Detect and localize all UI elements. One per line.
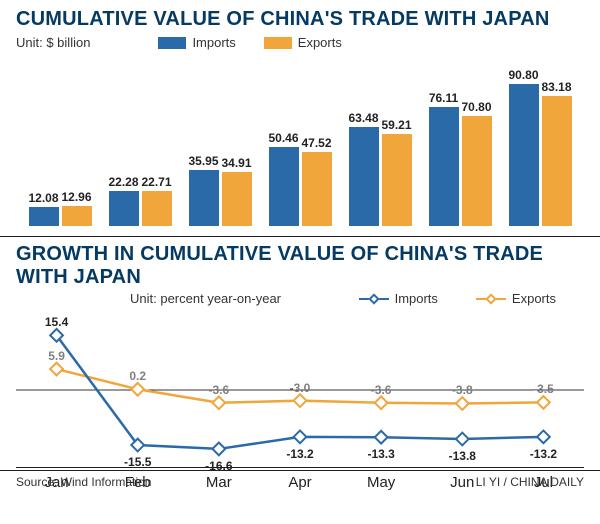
chart-footer: Source: Wind Information LI YI / CHINA D… [16,475,584,489]
footer-divider [0,470,600,471]
bar-exports: 22.71 [142,191,172,226]
bar-group: 50.4647.52 [265,147,335,226]
bar-group: 12.0812.96 [25,206,95,226]
bar-imports: 63.48 [349,127,379,226]
source-label: Source: Wind Information [16,475,151,489]
legend-exports-label: Exports [298,35,342,50]
line-value-label: 15.4 [45,315,68,329]
bar-group: 35.9534.91 [185,170,255,226]
line-value-label: -3.6 [209,383,230,397]
line-value-label: 5.9 [48,349,65,363]
line-value-label: -13.2 [286,447,313,461]
line-value-label: -13.2 [530,447,557,461]
line-value-label: -15.5 [124,455,151,469]
bar-exports: 34.91 [222,172,252,226]
bar-value-label: 63.48 [348,111,378,125]
bar-value-label: 12.08 [28,191,58,205]
bar-imports: 12.08 [29,207,59,226]
bottom-line-chart-panel: GROWTH IN CUMULATIVE VALUE OF CHINA'S TR… [0,237,600,495]
bar-exports: 59.21 [382,134,412,226]
line-value-label: -3.0 [290,381,311,395]
bar-value-label: 70.80 [461,100,491,114]
line-value-label: 0.2 [129,369,146,383]
bottom-chart-title: GROWTH IN CUMULATIVE VALUE OF CHINA'S TR… [16,243,584,289]
bar-imports: 22.28 [109,191,139,226]
bar-exports: 12.96 [62,206,92,226]
legend-imports-line: Imports [359,291,438,306]
line-plot-area: 15.4-15.5-16.6-13.2-13.3-13.8-13.25.90.2… [16,319,584,461]
bottom-legend: Imports Exports [130,291,576,306]
legend-imports-label: Imports [192,35,235,50]
bar-value-label: 90.80 [508,68,538,82]
bar-value-label: 34.91 [221,156,251,170]
bar-value-label: 83.18 [541,80,571,94]
legend-exports-line-label: Exports [512,291,556,306]
imports-line-swatch [359,294,389,304]
bar-value-label: 22.71 [141,175,171,189]
top-bar-chart-panel: CUMULATIVE VALUE OF CHINA'S TRADE WITH J… [0,0,600,236]
line-value-label: -13.3 [367,447,394,461]
bar-value-label: 76.11 [429,91,458,105]
bar-exports: 83.18 [542,96,572,226]
bar-imports: 90.80 [509,84,539,226]
bar-value-label: 12.96 [61,190,91,204]
bar-plot-area: 12.0812.9622.2822.7135.9534.9150.4647.52… [16,54,584,226]
bar-group: 22.2822.71 [105,191,175,226]
bar-imports: 76.11 [429,107,459,226]
bar-imports: 50.46 [269,147,299,226]
legend-exports: Exports [264,35,342,50]
credit-label: LI YI / CHINA DAILY [476,475,584,489]
line-value-label: -13.8 [449,449,476,463]
line-value-label: -3.8 [452,383,473,397]
bar-value-label: 47.52 [301,136,331,150]
exports-swatch [264,37,292,49]
line-value-label: -3.5 [533,382,554,396]
bar-group: 90.8083.18 [505,84,575,226]
bar-group: 76.1170.80 [425,107,495,226]
bar-imports: 35.95 [189,170,219,226]
line-value-label: -3.6 [371,383,392,397]
imports-swatch [158,37,186,49]
bar-exports: 70.80 [462,116,492,226]
bar-group: 63.4859.21 [345,127,415,226]
bar-exports: 47.52 [302,152,332,226]
bar-value-label: 22.28 [108,175,138,189]
exports-line-swatch [476,294,506,304]
legend-imports-line-label: Imports [395,291,438,306]
bar-value-label: 50.46 [268,131,298,145]
bar-value-label: 59.21 [381,118,411,132]
bar-value-label: 35.95 [188,154,218,168]
top-unit-label: Unit: $ billion [16,35,90,50]
top-legend: Unit: $ billion Imports Exports [16,35,584,50]
top-chart-title: CUMULATIVE VALUE OF CHINA'S TRADE WITH J… [16,8,584,31]
legend-exports-line: Exports [476,291,556,306]
legend-imports: Imports [158,35,235,50]
